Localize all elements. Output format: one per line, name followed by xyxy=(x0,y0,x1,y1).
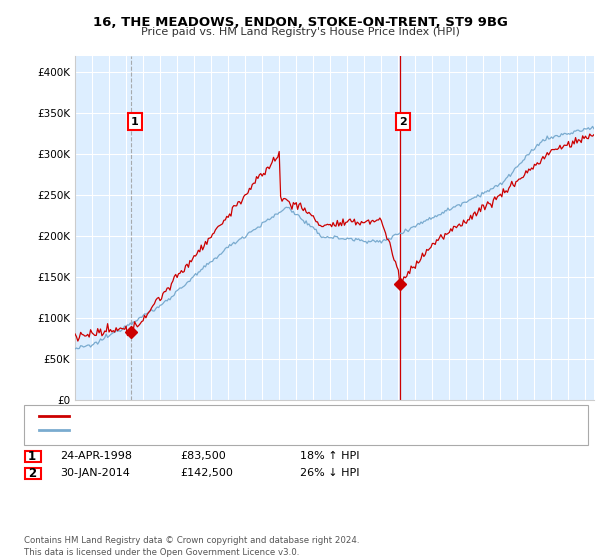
Text: 24-APR-1998: 24-APR-1998 xyxy=(60,451,132,461)
Text: 16, THE MEADOWS, ENDON, STOKE-ON-TRENT, ST9 9BG (detached house): 16, THE MEADOWS, ENDON, STOKE-ON-TRENT, … xyxy=(72,407,436,417)
Text: 2: 2 xyxy=(28,466,36,480)
Text: 16, THE MEADOWS, ENDON, STOKE-ON-TRENT, ST9 9BG: 16, THE MEADOWS, ENDON, STOKE-ON-TRENT, … xyxy=(92,16,508,29)
Text: £83,500: £83,500 xyxy=(180,451,226,461)
Text: 2: 2 xyxy=(399,116,407,127)
Text: HPI: Average price, detached house, Staffordshire Moorlands: HPI: Average price, detached house, Staf… xyxy=(72,421,369,431)
Text: 1: 1 xyxy=(28,450,36,463)
Text: 1: 1 xyxy=(131,116,139,127)
Text: £142,500: £142,500 xyxy=(180,468,233,478)
Text: 18% ↑ HPI: 18% ↑ HPI xyxy=(300,451,359,461)
Text: 26% ↓ HPI: 26% ↓ HPI xyxy=(300,468,359,478)
Text: Price paid vs. HM Land Registry's House Price Index (HPI): Price paid vs. HM Land Registry's House … xyxy=(140,27,460,37)
Text: 30-JAN-2014: 30-JAN-2014 xyxy=(60,468,130,478)
Text: Contains HM Land Registry data © Crown copyright and database right 2024.
This d: Contains HM Land Registry data © Crown c… xyxy=(24,536,359,557)
